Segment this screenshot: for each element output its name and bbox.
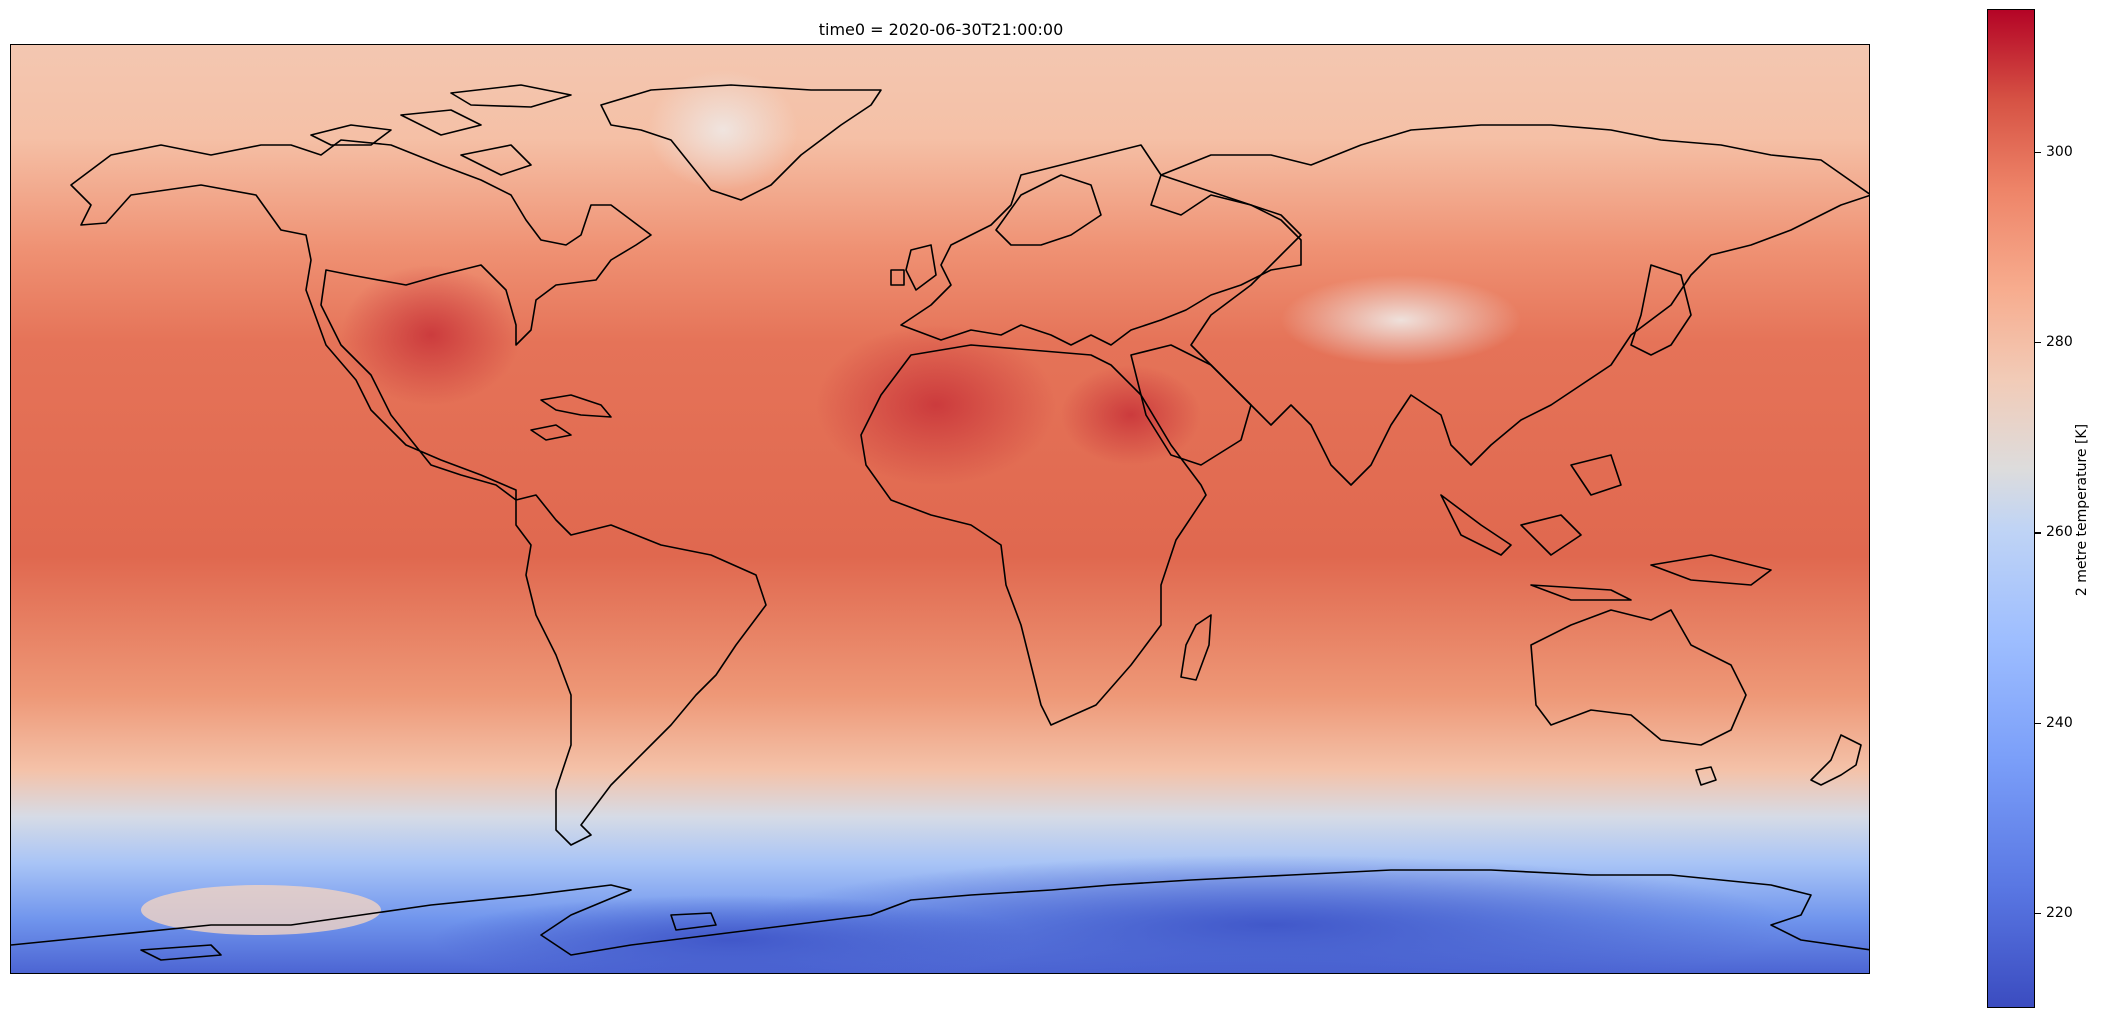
colorbar-tick-label: 240	[2046, 714, 2073, 731]
colorbar-label: 2 metre temperature [K]	[2074, 423, 2090, 597]
colorbar-tick	[2035, 912, 2041, 915]
temperature-map	[11, 45, 1869, 973]
colorbar-tick	[2035, 722, 2041, 724]
colorbar-tick	[2035, 532, 2041, 534]
colorbar-tick-label: 300	[2046, 143, 2073, 160]
colorbar-tick-label: 280	[2046, 334, 2073, 350]
colorbar	[1987, 9, 2035, 1008]
colorbar-tick	[2035, 151, 2041, 153]
colorbar-tick	[2035, 342, 2041, 344]
colorbar-tick-label: 260	[2046, 524, 2073, 541]
colorbar-tick-label: 220	[2046, 904, 2073, 921]
map-panel	[10, 44, 1870, 974]
coastlines	[11, 84, 1869, 961]
plot-title: time0 = 2020-06-30T21:00:00	[818, 20, 1064, 39]
